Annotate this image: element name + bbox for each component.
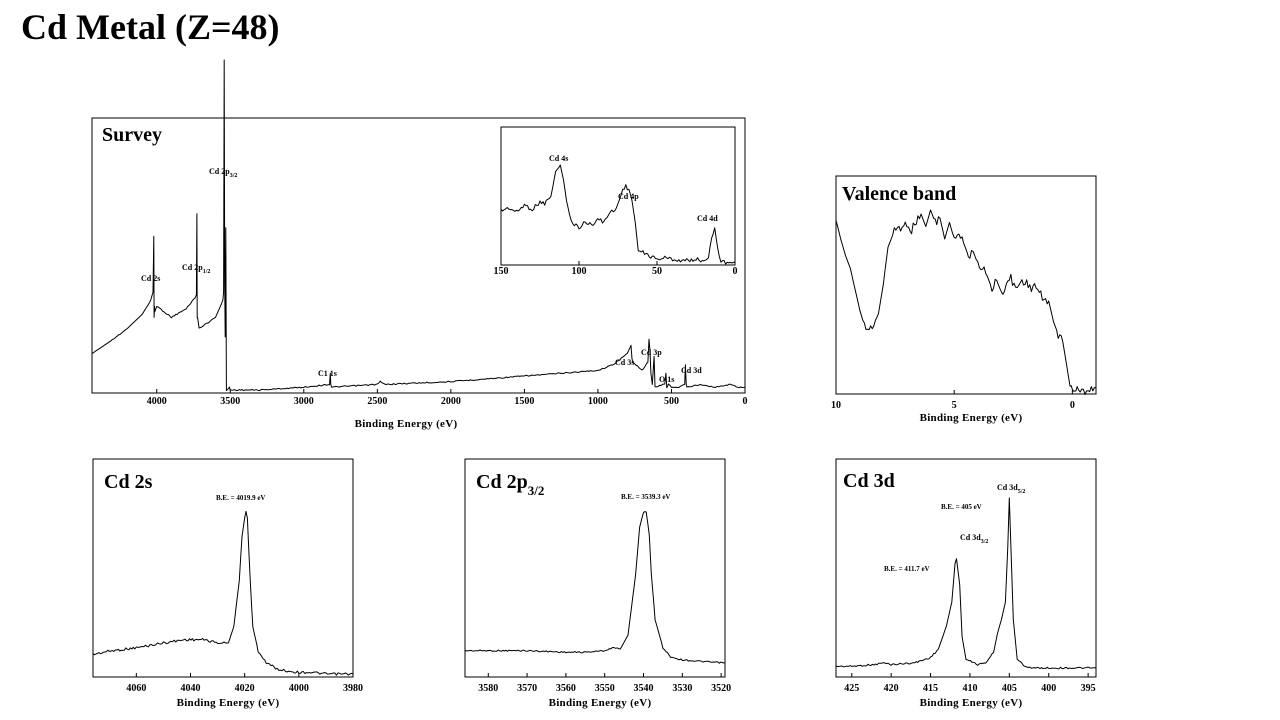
cd3d-tick-label-400: 400 xyxy=(1041,683,1056,694)
cd2s-x-axis-label: Binding Energy (eV) xyxy=(177,697,280,709)
cd3d-spectrum-line xyxy=(835,497,1097,670)
survey-tick-label-0: 0 xyxy=(743,396,748,407)
peak-label-cd-4d: Cd 4d xyxy=(697,214,718,223)
peak-label-cd-4s: Cd 4s xyxy=(549,154,568,163)
cd2s-frame xyxy=(92,458,354,678)
cd3d-tick-label-425: 425 xyxy=(844,683,859,694)
cd3d-tick-label-415: 415 xyxy=(923,683,938,694)
valence-tick-label-0: 0 xyxy=(1070,400,1075,411)
cd2s-tick-label-4000: 4000 xyxy=(289,683,309,694)
survey-title: Survey xyxy=(102,124,162,146)
valence-frame xyxy=(835,175,1097,395)
valence-spectrum-line xyxy=(835,209,1097,395)
peak-label-c1s: C1 1s xyxy=(318,369,337,378)
peak-label-cd-2s: Cd 2s xyxy=(141,274,160,283)
cd3d-tick-label-420: 420 xyxy=(884,683,899,694)
survey-spectrum-line xyxy=(91,59,746,392)
survey-tick-label-2000: 2000 xyxy=(441,396,461,407)
cd2p32-title: Cd 2p3/2 xyxy=(476,471,544,498)
peak-label-cd-4p: Cd 4p xyxy=(618,192,639,201)
inset-frame xyxy=(500,126,736,266)
survey-frame xyxy=(91,117,746,394)
survey-tick-label-4000: 4000 xyxy=(147,396,167,407)
survey-tick-label-2500: 2500 xyxy=(367,396,387,407)
inset-x-axis: 150 100 50 0 xyxy=(494,261,738,277)
cd2s-panel: Cd 2s 4060 4040 4020 4000 3980 Binding Energ… xyxy=(92,458,363,709)
valence-panel: Valence band 10 5 0 Binding Energy (eV) xyxy=(831,175,1097,424)
cd2p32-tick-label-3520: 3520 xyxy=(711,683,731,694)
valence-tick-label-5: 5 xyxy=(952,400,957,411)
inset-tick-label-100: 100 xyxy=(572,266,587,277)
cd3d-x-axis-label: Binding Energy (eV) xyxy=(920,697,1023,709)
cd3d52-binding-energy-label: B.E. = 405 eV xyxy=(941,503,982,511)
cd3d-tick-label-395: 395 xyxy=(1081,683,1096,694)
cd2p32-panel: Cd 2p3/2 3580 3570 3560 3550 3540 3530 3520 Bi… xyxy=(464,458,731,709)
inset-tick-label-50: 50 xyxy=(652,266,662,277)
peak-label-cd-2p32: Cd 2p3/2 xyxy=(209,167,237,179)
cd3d-tick-label-410: 410 xyxy=(962,683,977,694)
survey-tick-label-500: 500 xyxy=(664,396,679,407)
cd3d-x-axis: 425 420 415 410 405 400 395 xyxy=(844,673,1096,694)
cd2p32-tick-label-3580: 3580 xyxy=(478,683,498,694)
cd2s-title: Cd 2s xyxy=(104,471,153,493)
cd2p32-tick-label-3540: 3540 xyxy=(634,683,654,694)
survey-tick-label-1500: 1500 xyxy=(514,396,534,407)
cd2s-binding-energy-label: B.E. = 4019.9 eV xyxy=(216,494,266,502)
cd2s-spectrum-line xyxy=(92,510,354,676)
peak-label-o1s: O 1s xyxy=(659,375,674,384)
peak-label-cd-3d32: Cd 3d3/2 xyxy=(960,533,988,545)
peak-label-cd-3p: Cd 3p xyxy=(641,348,662,357)
cd3d-title: Cd 3d xyxy=(843,470,895,492)
peak-label-cd-3s: Cd 3s xyxy=(615,358,634,367)
valence-tick-label-10: 10 xyxy=(831,400,841,411)
cd2p32-spectrum-line xyxy=(464,511,726,664)
peak-label-cd-2p12: Cd 2p1/2 xyxy=(182,263,210,275)
cd2s-tick-label-4020: 4020 xyxy=(235,683,255,694)
survey-tick-label-3500: 3500 xyxy=(220,396,240,407)
valence-title: Valence band xyxy=(842,183,956,205)
cd2s-x-axis: 4060 4040 4020 4000 3980 xyxy=(126,673,363,694)
inset-tick-label-150: 150 xyxy=(494,266,509,277)
survey-tick-label-1000: 1000 xyxy=(588,396,608,407)
survey-panel: Survey 4000 3500 3000 2500 2000 1500 1000 500 0 … xyxy=(91,59,748,430)
cd2s-tick-label-4060: 4060 xyxy=(126,683,146,694)
valence-x-axis: 10 5 0 xyxy=(831,390,1075,411)
cd2p32-binding-energy-label: B.E. = 3539.3 eV xyxy=(621,493,671,501)
cd2p32-tick-label-3550: 3550 xyxy=(595,683,615,694)
survey-x-axis: 4000 3500 3000 2500 2000 1500 1000 500 0 xyxy=(147,389,748,407)
cd2p32-tick-label-3530: 3530 xyxy=(672,683,692,694)
cd2p32-x-axis: 3580 3570 3560 3550 3540 3530 3520 xyxy=(478,673,731,694)
cd3d-frame xyxy=(835,458,1097,678)
cd2p32-tick-label-3570: 3570 xyxy=(517,683,537,694)
cd2p32-frame xyxy=(464,458,726,678)
valence-x-axis-label: Binding Energy (eV) xyxy=(920,412,1023,424)
peak-label-cd-3d: Cd 3d xyxy=(681,366,702,375)
cd2p32-tick-label-3560: 3560 xyxy=(556,683,576,694)
inset-tick-label-0: 0 xyxy=(733,266,738,277)
cd3d-tick-label-405: 405 xyxy=(1002,683,1017,694)
cd2p32-x-axis-label: Binding Energy (eV) xyxy=(549,697,652,709)
cd3d-panel: Cd 3d 425 420 415 410 405 400 395 Binding Ener… xyxy=(835,458,1097,709)
survey-tick-label-3000: 3000 xyxy=(294,396,314,407)
inset-spectrum-line xyxy=(500,164,736,265)
cd2s-tick-label-4040: 4040 xyxy=(181,683,201,694)
peak-label-cd-3d52: Cd 3d5/2 xyxy=(997,483,1025,495)
cd2s-tick-label-3980: 3980 xyxy=(343,683,363,694)
survey-x-axis-label: Binding Energy (eV) xyxy=(355,418,458,430)
survey-inset: 150 100 50 0 Cd 4s Cd 4p Cd 4d xyxy=(494,126,738,277)
page-title: Cd Metal (Z=48) xyxy=(21,7,280,47)
cd3d32-binding-energy-label: B.E. = 411.7 eV xyxy=(884,565,930,573)
